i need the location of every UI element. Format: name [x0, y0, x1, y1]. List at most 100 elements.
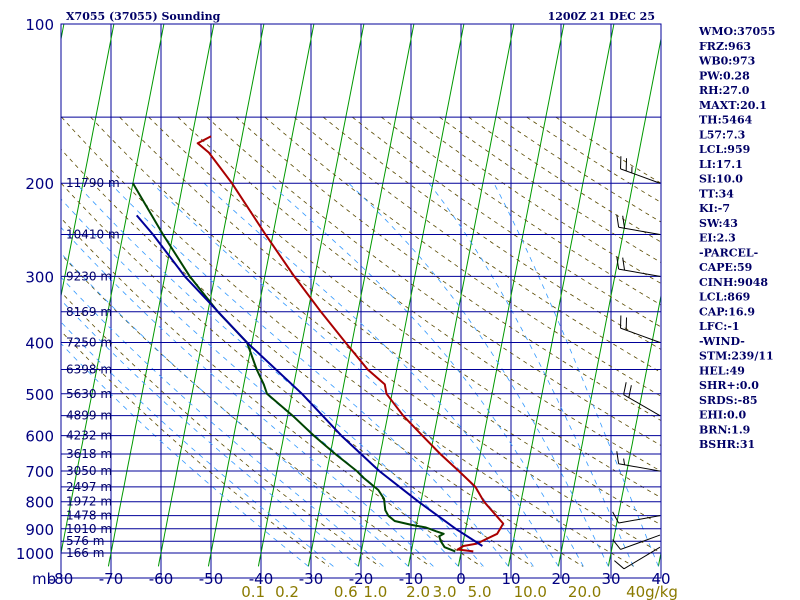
mixing-ratio-tick-labels: 0.1 0.2 0.6 1.0 2.0 3.0 5.0 10.0 20.0 40g/kg [241, 583, 678, 600]
pressure-tick-label: 400 [25, 334, 54, 352]
index-value: L57:7.3 [699, 128, 745, 141]
dry-adiabat [61, 253, 431, 567]
mixing-ratio-unit-label: 40g/kg [626, 583, 678, 600]
temperature-tick-label: 20 [551, 570, 570, 588]
dry-adiabat [90, 116, 661, 554]
temperature-tick-label: -50 [199, 570, 224, 588]
wind-barb-flag [616, 256, 620, 270]
dry-adiabat [61, 116, 635, 567]
temperature-tick-label: 0 [456, 570, 466, 588]
dewpoint-profile [132, 182, 456, 553]
temperature-tick-labels: mb-80 -70 -60 -50 -40 -30 -20 -10 0 10 20 30 40 [32, 570, 671, 588]
wind-barb-staff [618, 463, 661, 472]
index-value: EHI:0.0 [699, 409, 746, 422]
index-value: BRN:1.9 [699, 423, 750, 436]
index-value: CINH:9048 [699, 276, 768, 289]
wind-barb [614, 546, 661, 570]
chart-title: X7055 (37055) Sounding [66, 10, 221, 23]
moist-adiabat [61, 276, 384, 567]
pressure-tick-label: 1000 [16, 545, 54, 563]
index-value: HEL:49 [699, 364, 745, 377]
height-label: 9230 m [66, 269, 112, 283]
height-label: 166 m [66, 546, 104, 560]
height-label: 4232 m [66, 429, 112, 443]
index-value: LFC:-1 [699, 320, 740, 333]
wind-barb [612, 511, 661, 524]
moist-adiabat [75, 182, 484, 567]
temperature-tick-label: -20 [349, 570, 374, 588]
dry-adiabat [323, 116, 661, 350]
index-value: SHR+:0.0 [699, 379, 759, 392]
pressure-tick-label: 600 [25, 428, 54, 446]
wind-barb [616, 256, 661, 277]
index-value: SRDS:-85 [699, 394, 758, 407]
isobars [61, 23, 661, 554]
wind-barb-staff [618, 268, 661, 277]
index-value: LI:17.1 [699, 158, 743, 171]
height-label: 1478 m [66, 509, 112, 523]
index-value: TT:34 [699, 187, 734, 200]
pressure-tick-label: 900 [25, 521, 54, 539]
height-label: 576 m [66, 534, 104, 548]
temperature-tick-label: -10 [399, 570, 424, 588]
index-value: CAP:16.9 [699, 305, 755, 318]
wind-barb-flag [616, 214, 620, 228]
wind-barb-flag [612, 539, 621, 550]
moist-adiabat [428, 182, 634, 567]
index-value: WB0:973 [698, 55, 755, 68]
moist-adiabat [348, 182, 609, 567]
index-value: TH:5464 [699, 114, 753, 127]
dry-adiabat [61, 217, 482, 567]
height-label: 10410 m [66, 228, 120, 242]
index-value: PW:0.28 [699, 69, 750, 82]
index-value: SI:10.0 [699, 173, 743, 186]
index-value: KI:-7 [699, 202, 730, 215]
temperature-tick-label: 10 [501, 570, 520, 588]
index-value: STM:239/11 [699, 350, 774, 363]
height-labels: 11790 m 10410 m 9230 m 8169 m 7250 m 6398 m 56… [66, 176, 120, 560]
height-label: 5630 m [66, 387, 112, 401]
temperature-tick-label: -60 [149, 570, 174, 588]
index-value: CAPE:59 [699, 261, 752, 274]
wind-barbs [612, 156, 661, 570]
pressure-tick-label: 200 [25, 175, 54, 193]
moist-adiabat [61, 252, 409, 567]
index-value: -WIND- [699, 335, 745, 348]
index-value: EI:2.3 [699, 232, 736, 245]
height-label: 4899 m [66, 409, 112, 423]
pressure-tick-label: 800 [25, 494, 54, 512]
index-value: WMO:37055 [698, 25, 775, 38]
mixing-ratio-tick-label: 20.0 [568, 583, 601, 600]
index-value: -PARCEL- [699, 246, 758, 259]
wind-barb [620, 315, 661, 343]
wind-barb [623, 382, 661, 417]
index-value: LCL:959 [699, 143, 750, 156]
temperature-tick-label: 40 [651, 570, 670, 588]
height-label: 11790 m [66, 176, 120, 190]
wind-barb-flag [616, 451, 620, 464]
index-value: RH:27.0 [699, 84, 750, 97]
wind-barb [616, 214, 661, 236]
moist-adiabat [151, 182, 534, 567]
height-label: 3618 m [66, 447, 112, 461]
moist-adiabat [61, 299, 359, 567]
wind-barb-flag [622, 215, 626, 229]
wind-barb-flag [614, 560, 625, 570]
pressure-tick-label: 500 [25, 386, 54, 404]
profiles [132, 135, 505, 553]
height-label: 2497 m [66, 480, 112, 494]
mixing-ratio-tick-label: 2.0 [406, 583, 430, 600]
wind-barb-half-flag [623, 458, 626, 465]
index-value: FRZ:963 [699, 40, 751, 53]
temperature-tick-label: -40 [249, 570, 274, 588]
wind-barb-staff [618, 226, 661, 236]
height-label: 1972 m [66, 495, 112, 509]
temperature-tick-label: 30 [601, 570, 620, 588]
moist-adiabat [61, 343, 309, 567]
mixing-ratio-tick-label: 5.0 [468, 583, 492, 600]
pressure-tick-labels: 100 200 300 400 500 600 700 800 900 1000 [16, 16, 54, 563]
wind-barb [612, 534, 661, 550]
mixing-ratio-tick-label: 0.2 [275, 583, 299, 600]
